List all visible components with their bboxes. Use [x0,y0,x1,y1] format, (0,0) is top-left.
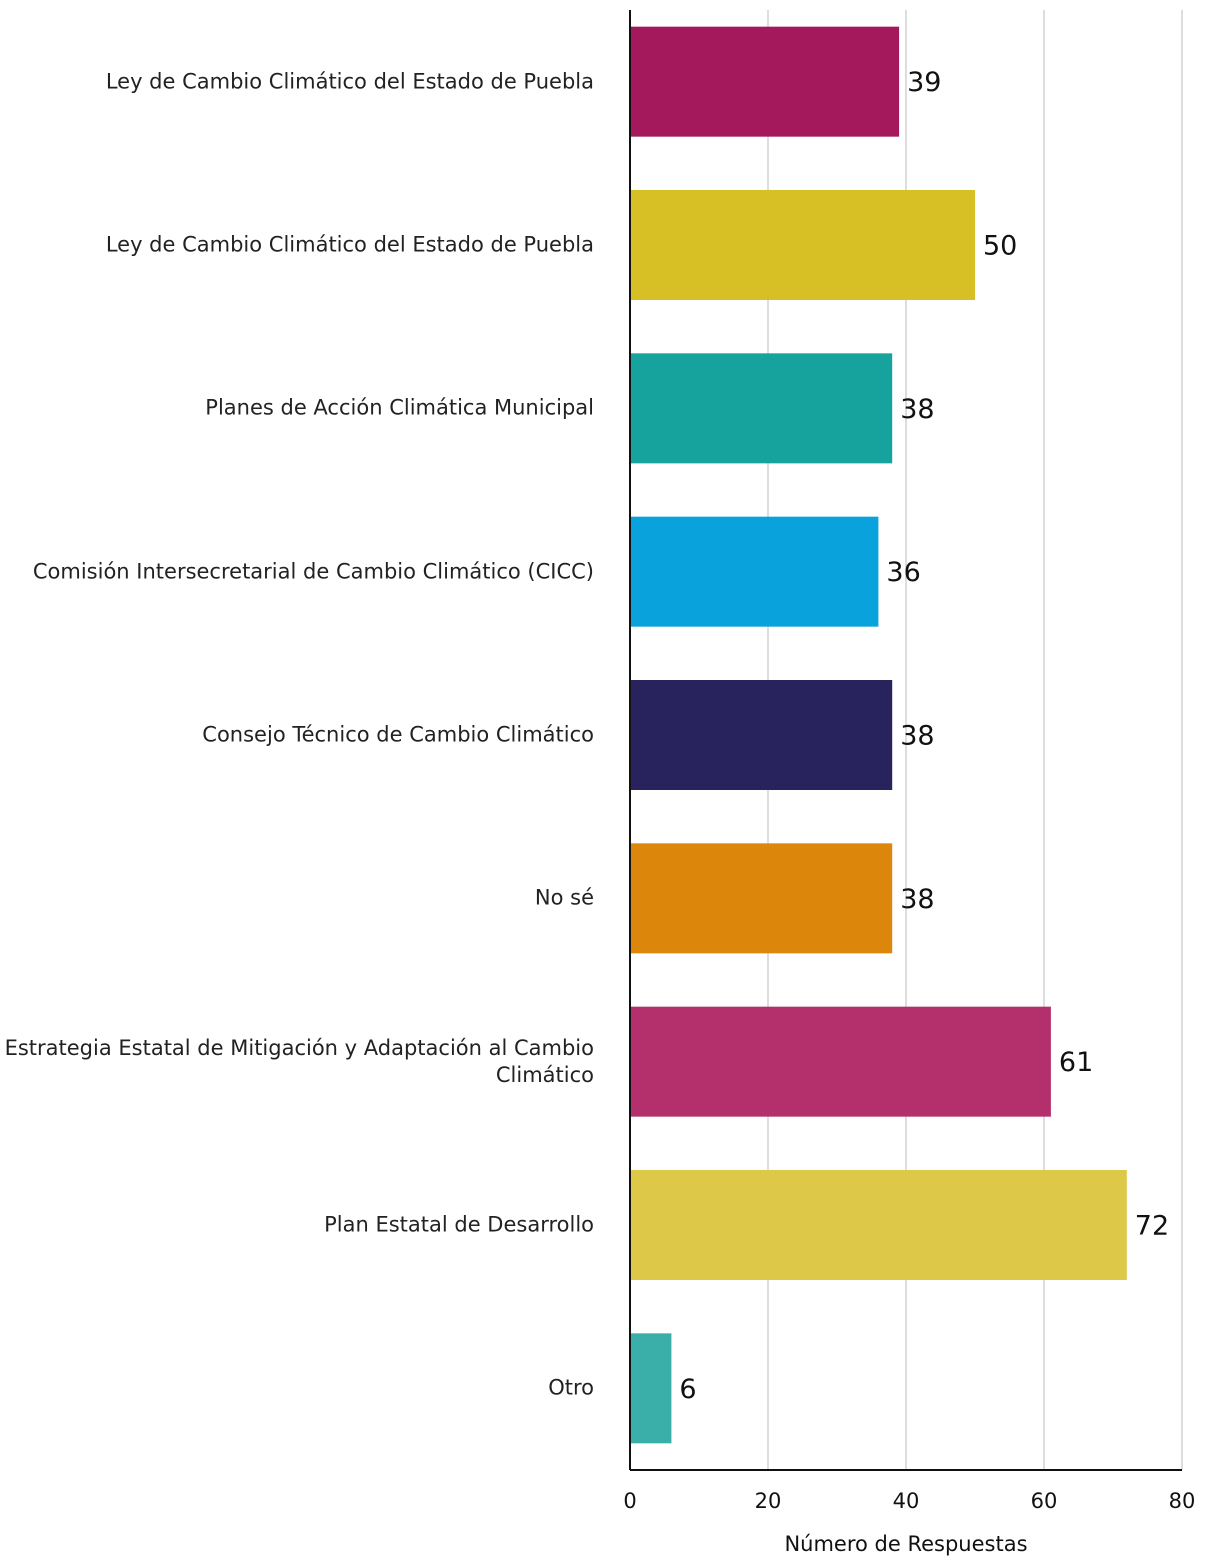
bar [630,353,893,464]
value-label: 61 [1059,1047,1093,1078]
x-tick-label: 60 [1031,1489,1058,1513]
value-label: 6 [679,1374,696,1405]
y-tick-label: Plan Estatal de Desarrollo [324,1212,594,1237]
y-tick-label: Estrategia Estatal de Mitigación y Adapt… [4,1035,594,1087]
bar [630,1006,1051,1117]
value-label: 39 [907,67,941,98]
value-label: 50 [983,231,1017,262]
value-label: 38 [900,721,934,752]
x-tick-label: 40 [893,1489,920,1513]
x-tick-label: 20 [755,1489,782,1513]
x-tick-label: 80 [1169,1489,1196,1513]
bar [630,1333,672,1444]
y-tick-label: Planes de Acción Climática Municipal [205,395,594,420]
y-tick-label: Otro [548,1375,594,1400]
y-tick-label: Ley de Cambio Climático del Estado de Pu… [105,232,594,257]
value-label: 38 [900,394,934,425]
x-tick-label: 0 [623,1489,636,1513]
bar [630,680,893,790]
bar [630,516,879,627]
y-tick-label: Comisión Intersecretarial de Cambio Clim… [32,559,594,584]
bar [630,190,975,300]
x-axis-title: Número de Respuestas [784,1532,1027,1556]
value-label: 36 [886,557,920,588]
y-tick-label: No sé [534,885,594,910]
bar [630,1170,1127,1280]
bar [630,26,900,137]
bar [630,843,893,954]
y-tick-label: Ley de Cambio Climático del Estado de Pu… [105,69,594,94]
y-tick-label: Consejo Técnico de Cambio Climático [202,722,594,747]
value-label: 38 [900,884,934,915]
value-label: 72 [1135,1211,1169,1242]
